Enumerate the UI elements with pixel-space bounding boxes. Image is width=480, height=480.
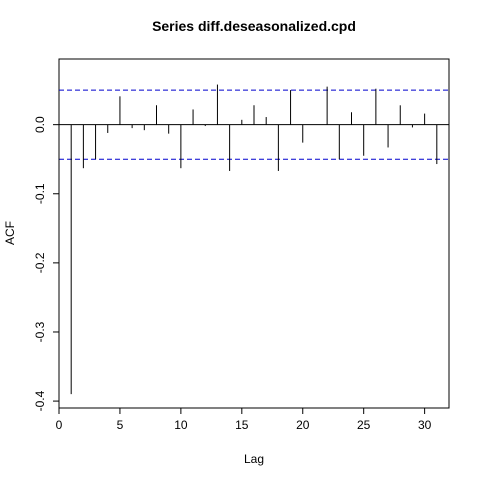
y-axis: -0.4 -0.3 -0.2 -0.1 0.0	[33, 116, 60, 411]
y-axis-label: ACF	[3, 221, 17, 245]
y-tick-label: -0.3	[33, 321, 47, 342]
x-tick-label: 30	[418, 418, 432, 432]
x-axis-label: Lag	[244, 452, 264, 466]
x-tick-label: 5	[117, 418, 124, 432]
acf-bars	[70, 84, 438, 395]
x-tick-label: 20	[296, 418, 310, 432]
x-tick-label: 25	[357, 418, 371, 432]
x-tick-label: 10	[174, 418, 188, 432]
x-tick-label: 0	[56, 418, 63, 432]
y-tick-label: 0.0	[33, 116, 47, 133]
y-tick-label: -0.4	[33, 390, 47, 411]
chart-title: Series diff.deseasonalized.cpd	[152, 18, 356, 34]
x-axis: 0 5 10 15 20 25 30	[56, 407, 432, 432]
y-tick-label: -0.2	[33, 252, 47, 273]
y-tick-label: -0.1	[33, 183, 47, 204]
x-tick-label: 15	[235, 418, 249, 432]
